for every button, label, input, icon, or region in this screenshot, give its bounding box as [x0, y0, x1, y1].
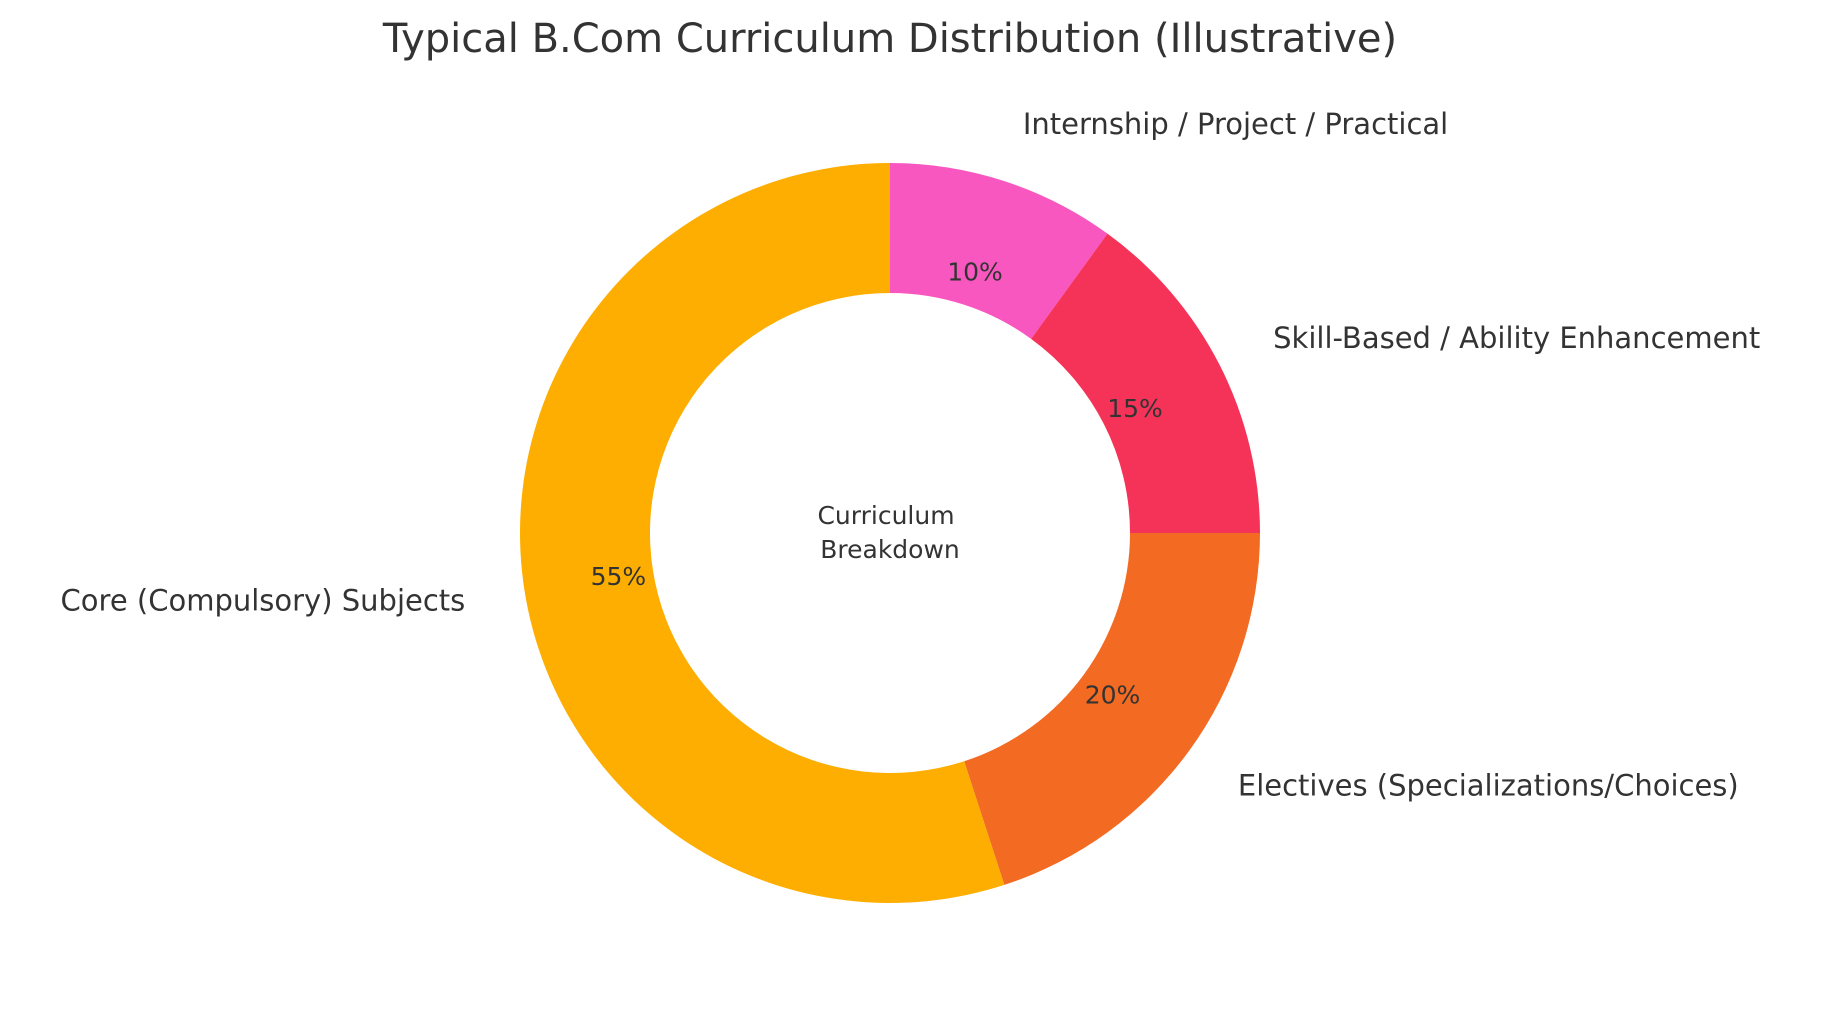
pct-label-core-compulsory-subjects: 55% [591, 562, 647, 591]
slice-skill-based-ability-enhancement [1031, 233, 1260, 534]
labels-layer: 10% Internship / Project / Practical 15% Sk… [61, 107, 1761, 803]
slices-layer [520, 163, 1260, 903]
pct-label-electives-specializations-choices: 20% [1085, 681, 1141, 710]
slice-core-compulsory-subjects [520, 163, 1005, 903]
slice-internship-project-practical [890, 163, 1108, 339]
pct-label-skill-based-ability-enhancement: 15% [1107, 394, 1163, 423]
center-label: Curriculum Breakdown [817, 501, 962, 564]
center-label-line-2: Breakdown [820, 535, 960, 564]
chart-title: Typical B.Com Curriculum Distribution (I… [382, 16, 1397, 62]
category-label-skill-based-ability-enhancement: Skill-Based / Ability Enhancement [1273, 321, 1760, 355]
category-label-internship-project-practical: Internship / Project / Practical [1023, 107, 1448, 141]
category-label-core-compulsory-subjects: Core (Compulsory) Subjects [61, 583, 466, 617]
category-label-electives-specializations-choices: Electives (Specializations/Choices) [1238, 769, 1739, 803]
pct-label-internship-project-practical: 10% [947, 257, 1003, 286]
center-label-line-1: Curriculum [817, 501, 954, 530]
slice-electives-specializations-choices [964, 533, 1260, 885]
